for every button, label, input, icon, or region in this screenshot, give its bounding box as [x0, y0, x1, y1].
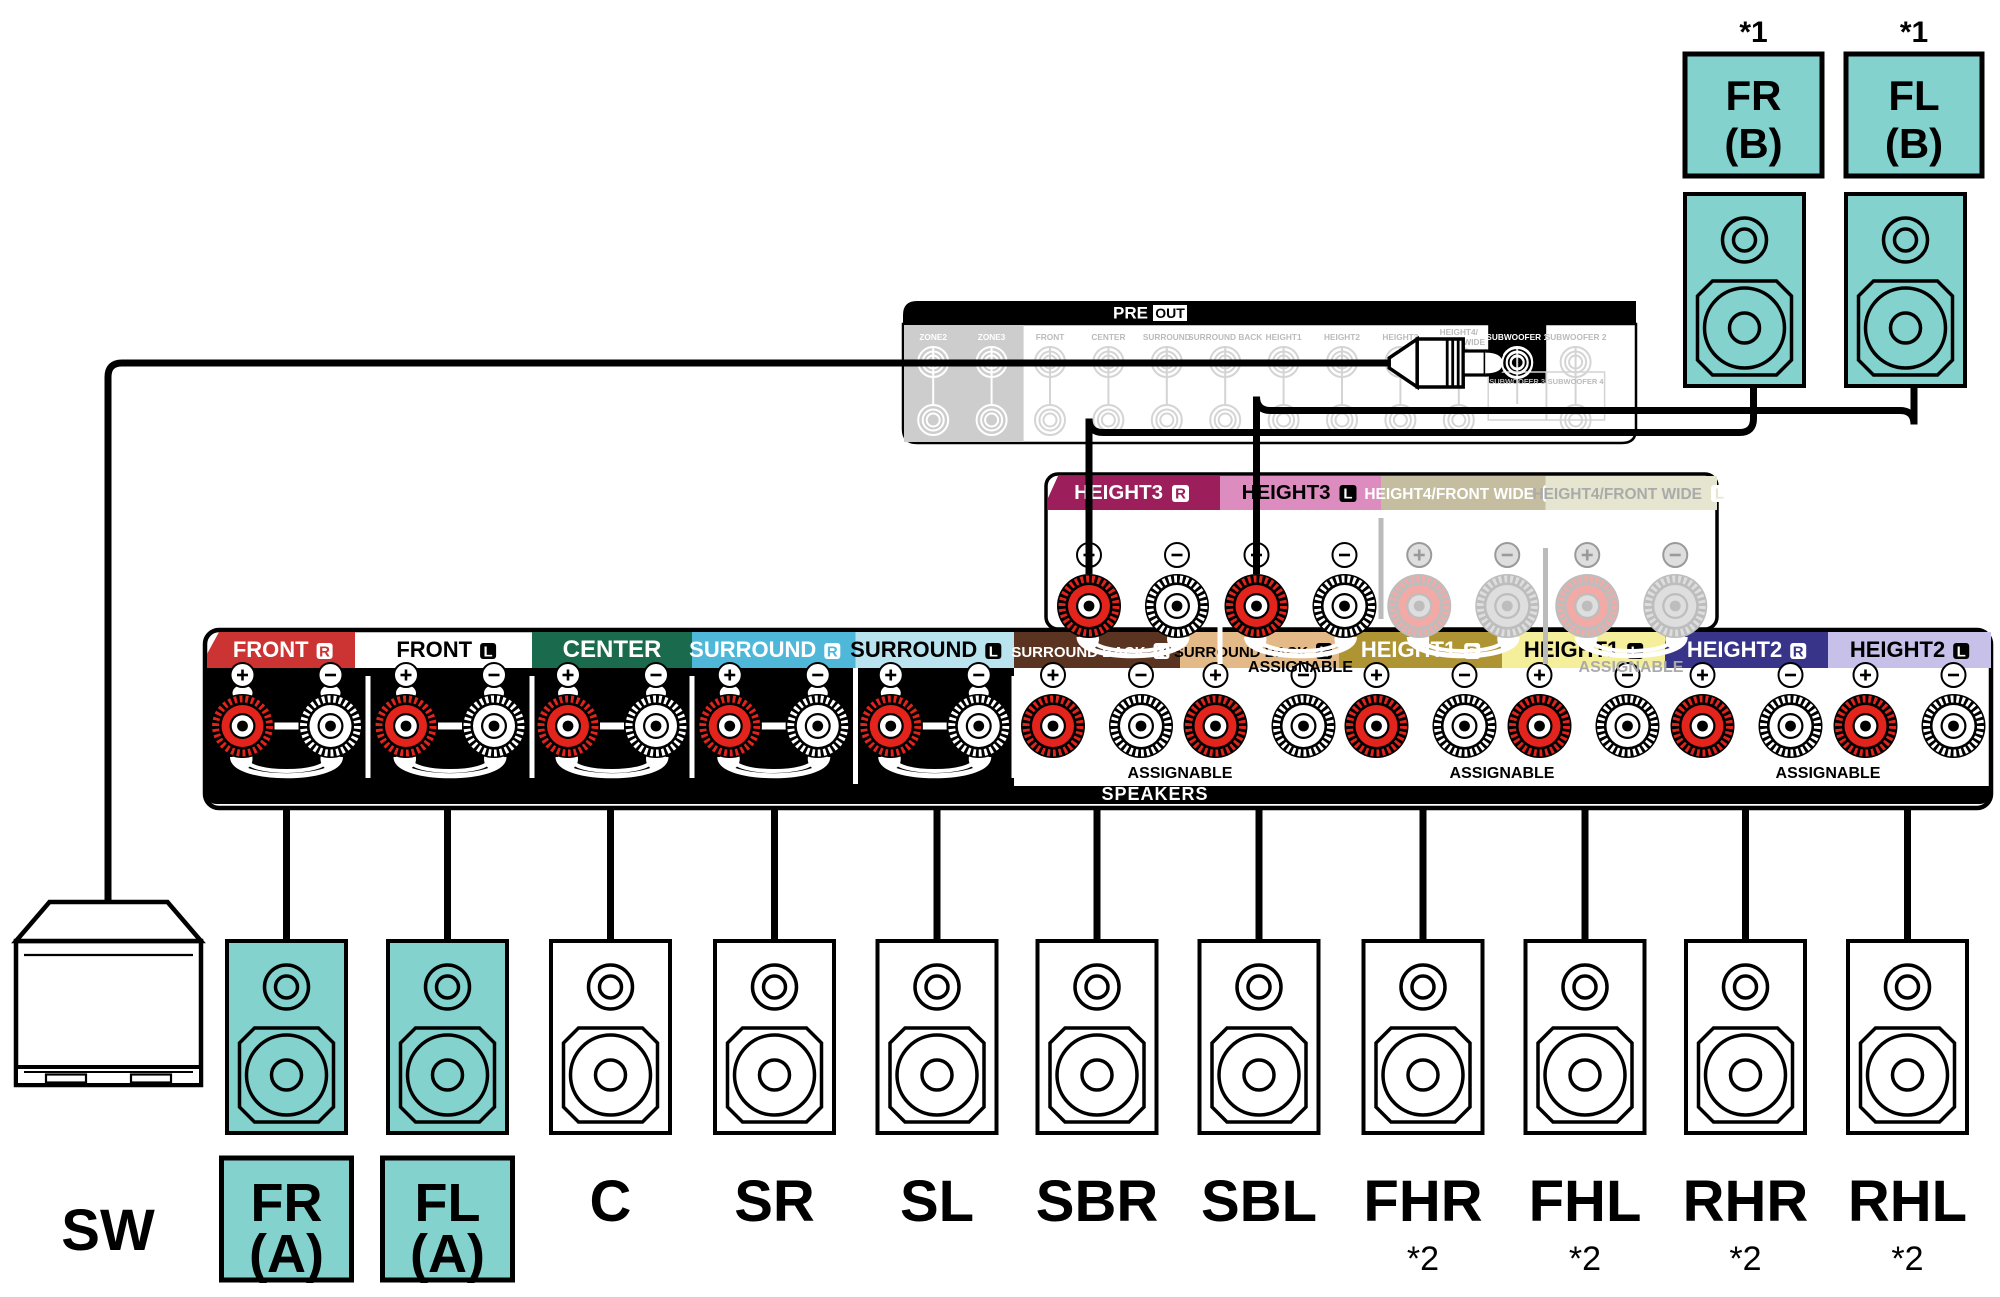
svg-text:SUBWOOFER 2: SUBWOOFER 2 [1545, 332, 1607, 342]
svg-text:SBL: SBL [1201, 1169, 1317, 1234]
svg-text:ASSIGNABLE: ASSIGNABLE [1579, 659, 1684, 676]
svg-text:(B): (B) [1724, 120, 1782, 167]
svg-text:(B): (B) [1885, 120, 1943, 167]
svg-text:SURROUND: SURROUND [850, 637, 977, 662]
svg-text:L: L [1715, 485, 1724, 502]
svg-text:HEIGHT2: HEIGHT2 [1687, 637, 1782, 662]
svg-text:*1: *1 [1900, 16, 1928, 49]
svg-text:SUBWOOFER 1: SUBWOOFER 1 [1486, 332, 1548, 342]
svg-text:SW: SW [61, 1198, 155, 1263]
svg-text:SBR: SBR [1036, 1169, 1158, 1234]
svg-text:OUT: OUT [1155, 305, 1185, 321]
svg-text:FRONT: FRONT [396, 637, 472, 662]
svg-text:L: L [1343, 485, 1352, 502]
svg-text:CENTER: CENTER [1091, 332, 1125, 342]
svg-text:*2: *2 [1891, 1240, 1923, 1278]
svg-text:HEIGHT2: HEIGHT2 [1850, 637, 1945, 662]
svg-text:R: R [319, 643, 330, 660]
svg-text:HEIGHT1: HEIGHT1 [1266, 332, 1302, 342]
svg-text:RHL: RHL [1848, 1169, 1967, 1234]
svg-text:SURROUND: SURROUND [689, 637, 816, 662]
svg-text:FL: FL [1888, 72, 1939, 119]
svg-text:FRONT: FRONT [233, 637, 309, 662]
svg-text:ASSIGNABLE: ASSIGNABLE [1128, 765, 1233, 782]
svg-text:(A): (A) [249, 1224, 324, 1284]
svg-text:SUBWOOFER 4: SUBWOOFER 4 [1548, 377, 1605, 386]
svg-text:L: L [1957, 643, 1966, 660]
svg-text:ZONE3: ZONE3 [978, 332, 1006, 342]
svg-text:SURROUND: SURROUND [1143, 332, 1191, 342]
svg-text:RHR: RHR [1683, 1169, 1809, 1234]
svg-text:L: L [484, 643, 493, 660]
svg-text:L: L [989, 643, 998, 660]
svg-text:*2: *2 [1729, 1240, 1761, 1278]
svg-text:(A): (A) [410, 1224, 485, 1284]
svg-text:HEIGHT4/FRONT WIDE: HEIGHT4/FRONT WIDE [1364, 486, 1534, 503]
svg-text:CENTER: CENTER [563, 636, 662, 663]
svg-text:C: C [590, 1169, 632, 1234]
svg-text:SL: SL [900, 1169, 974, 1234]
svg-text:ZONE2: ZONE2 [919, 332, 947, 342]
svg-text:HEIGHT4/FRONT WIDE: HEIGHT4/FRONT WIDE [1532, 486, 1702, 503]
svg-text:SPEAKERS: SPEAKERS [1101, 784, 1208, 804]
svg-text:HEIGHT2: HEIGHT2 [1324, 332, 1360, 342]
svg-text:FRONT: FRONT [1036, 332, 1065, 342]
svg-text:PRE: PRE [1113, 304, 1148, 323]
svg-text:FR: FR [1726, 72, 1782, 119]
svg-text:SURROUND BACK: SURROUND BACK [1188, 332, 1262, 342]
svg-text:ASSIGNABLE: ASSIGNABLE [1776, 765, 1881, 782]
svg-text:ASSIGNABLE: ASSIGNABLE [1450, 765, 1555, 782]
svg-text:ASSIGNABLE: ASSIGNABLE [1248, 659, 1353, 676]
svg-text:SR: SR [734, 1169, 815, 1234]
svg-text:*2: *2 [1407, 1240, 1439, 1278]
svg-text:FHL: FHL [1529, 1169, 1642, 1234]
svg-text:*2: *2 [1569, 1240, 1601, 1278]
svg-text:*1: *1 [1739, 16, 1767, 49]
svg-text:R: R [1175, 485, 1186, 502]
svg-text:R: R [1793, 643, 1804, 660]
svg-text:HEIGHT4/: HEIGHT4/ [1440, 327, 1479, 337]
svg-text:R: R [827, 643, 838, 660]
svg-text:FHR: FHR [1363, 1169, 1482, 1234]
